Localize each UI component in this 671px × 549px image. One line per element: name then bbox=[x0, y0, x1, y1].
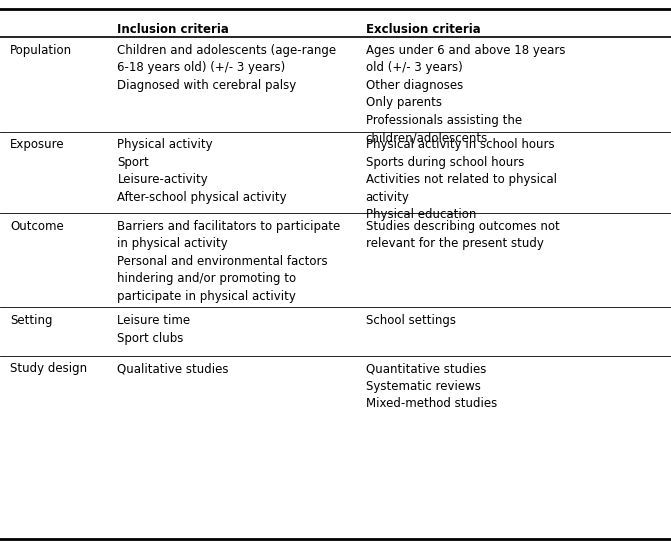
Text: Setting: Setting bbox=[10, 314, 52, 327]
Text: Exposure: Exposure bbox=[10, 138, 64, 152]
Text: Inclusion criteria: Inclusion criteria bbox=[117, 23, 229, 36]
Text: Leisure time
Sport clubs: Leisure time Sport clubs bbox=[117, 314, 191, 345]
Text: Population: Population bbox=[10, 44, 72, 57]
Text: Exclusion criteria: Exclusion criteria bbox=[366, 23, 480, 36]
Text: School settings: School settings bbox=[366, 314, 456, 327]
Text: Ages under 6 and above 18 years
old (+/- 3 years)
Other diagnoses
Only parents
P: Ages under 6 and above 18 years old (+/-… bbox=[366, 44, 565, 144]
Text: Qualitative studies: Qualitative studies bbox=[117, 362, 229, 376]
Text: Quantitative studies
Systematic reviews
Mixed-method studies: Quantitative studies Systematic reviews … bbox=[366, 362, 497, 410]
Text: Physical activity
Sport
Leisure-activity
After-school physical activity: Physical activity Sport Leisure-activity… bbox=[117, 138, 287, 204]
Text: Studies describing outcomes not
relevant for the present study: Studies describing outcomes not relevant… bbox=[366, 220, 560, 250]
Text: Barriers and facilitators to participate
in physical activity
Personal and envir: Barriers and facilitators to participate… bbox=[117, 220, 341, 302]
Text: Physical activity in school hours
Sports during school hours
Activities not rela: Physical activity in school hours Sports… bbox=[366, 138, 557, 221]
Text: Children and adolescents (age-range
6-18 years old) (+/- 3 years)
Diagnosed with: Children and adolescents (age-range 6-18… bbox=[117, 44, 337, 92]
Text: Outcome: Outcome bbox=[10, 220, 64, 233]
Text: Study design: Study design bbox=[10, 362, 87, 376]
